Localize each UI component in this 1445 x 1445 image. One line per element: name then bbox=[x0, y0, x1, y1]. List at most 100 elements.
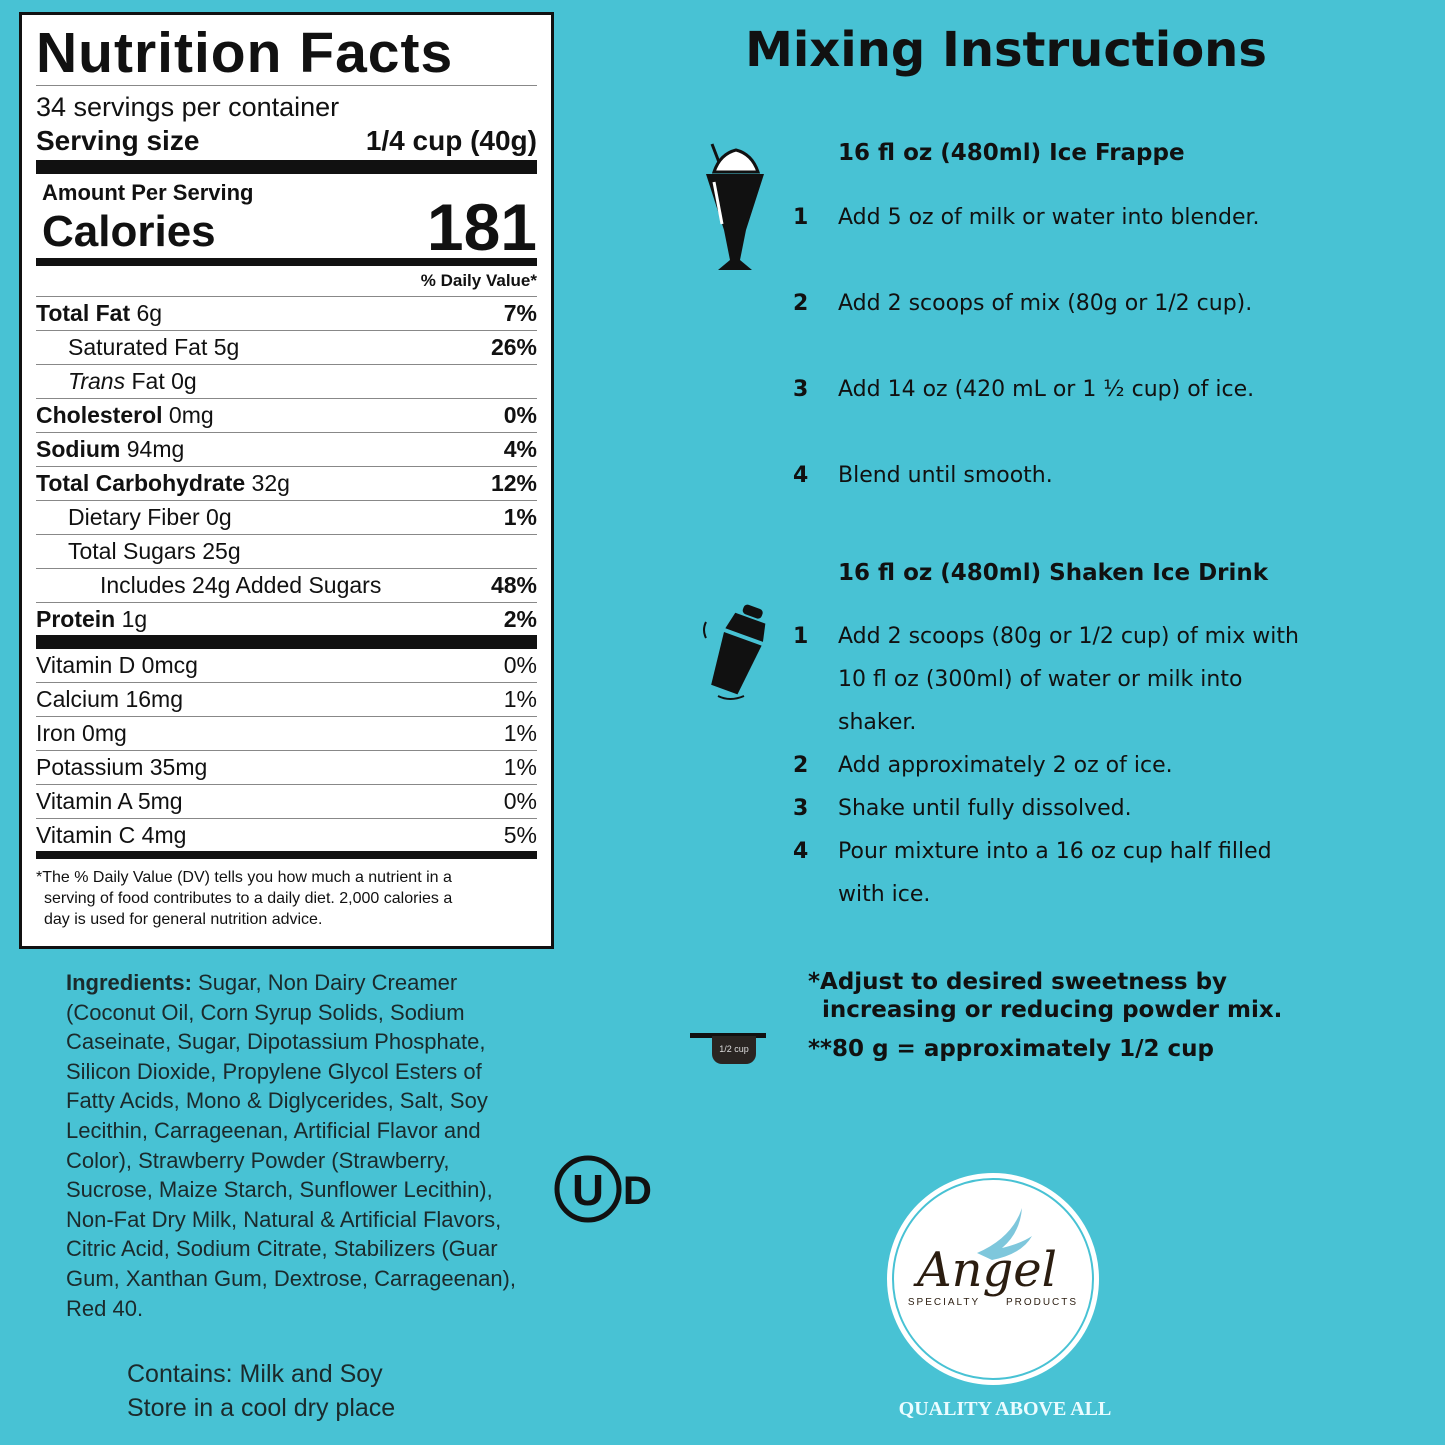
nutrient-amount: 6g bbox=[130, 300, 163, 326]
nutrient-dv: 1% bbox=[503, 504, 537, 530]
ingredients: Ingredients: Sugar, Non Dairy Creamer (C… bbox=[66, 968, 536, 1323]
step-text: Add approximately 2 oz of ice. bbox=[838, 753, 1173, 778]
svg-text:U: U bbox=[572, 1166, 604, 1215]
step-text: Add 2 scoops of mix (80g or 1/2 cup). bbox=[838, 291, 1253, 316]
vitamin-label: Potassium 35mg bbox=[36, 754, 208, 780]
nutrient-label: Protein 1g bbox=[36, 603, 147, 635]
nutrient-row: Protein 1g 2% bbox=[36, 603, 537, 649]
vitamin-label: Calcium 16mg bbox=[36, 686, 183, 712]
step-number: 2 bbox=[793, 291, 809, 316]
svg-text:SPECIALTY: SPECIALTY bbox=[908, 1297, 980, 1308]
nutrient-label: Total Sugars 25g bbox=[36, 535, 241, 568]
vitamin-dv: 1% bbox=[503, 686, 537, 712]
servings-per-container: 34 servings per container bbox=[36, 92, 340, 122]
instruction-step: 1 Add 2 scoops (80g or 1/2 cup) of mix wi… bbox=[793, 615, 1308, 744]
svg-text:Angel: Angel bbox=[913, 1242, 1057, 1298]
nutrient-row: Saturated Fat 5g 26% bbox=[36, 331, 537, 365]
daily-value-header: % Daily Value* bbox=[36, 266, 537, 297]
nutrient-row: Dietary Fiber 0g 1% bbox=[36, 501, 537, 535]
ingredients-label: Ingredients: bbox=[66, 970, 192, 995]
nutrient-name: Protein bbox=[36, 606, 116, 632]
vitamin-row: Calcium 16mg 1% bbox=[36, 683, 537, 717]
serving-size-label: Serving size bbox=[36, 125, 200, 156]
nutrient-dv: 26% bbox=[490, 334, 537, 360]
instruction-step: 4 Blend until smooth. bbox=[793, 454, 1308, 497]
serving-size: Serving size 1/4 cup (40g) bbox=[36, 124, 537, 174]
nutrient-amount: 32g bbox=[245, 470, 290, 496]
nutrient-name: Sodium bbox=[36, 436, 121, 462]
nutrient-dv: 4% bbox=[503, 436, 537, 462]
step-text: Add 5 oz of milk or water into blender. bbox=[838, 205, 1260, 230]
shaker-icon bbox=[703, 604, 766, 700]
instruction-step: 2 Add 2 scoops of mix (80g or 1/2 cup). bbox=[793, 282, 1308, 325]
nutrition-title: Nutrition Facts bbox=[36, 21, 537, 86]
step-text: Pour mixture into a 16 oz cup half fille… bbox=[838, 839, 1272, 907]
nutrient-label: Sodium 94mg bbox=[36, 433, 184, 466]
svg-text:D: D bbox=[623, 1169, 652, 1213]
nutrient-label: Trans Fat 0g bbox=[36, 365, 197, 398]
instruction-step: 3 Add 14 oz (420 mL or 1 ½ cup) of ice. bbox=[793, 368, 1308, 411]
storage-text: Store in a cool dry place bbox=[127, 1394, 396, 1422]
nutrient-label: Includes 24g Added Sugars bbox=[36, 569, 381, 602]
nutrient-amount: 0mg bbox=[162, 402, 214, 428]
footnote: *The % Daily Value (DV) tells you how mu… bbox=[36, 859, 537, 930]
step-number: 3 bbox=[793, 377, 809, 402]
vitamin-dv: 1% bbox=[503, 754, 537, 780]
nutrition-facts-panel: Nutrition Facts 34 servings per containe… bbox=[19, 12, 554, 949]
nutrient-amount: 1g bbox=[115, 606, 148, 632]
frappe-heading: 16 fl oz (480ml) Ice Frappe bbox=[838, 140, 1185, 166]
nutrient-amount: 94mg bbox=[120, 436, 185, 462]
nutrient-dv: 12% bbox=[490, 470, 537, 496]
vitamin-row: Potassium 35mg 1% bbox=[36, 751, 537, 785]
footnote-line: *The % Daily Value (DV) tells you how mu… bbox=[36, 869, 452, 886]
amount-per-serving: Amount Per Serving bbox=[42, 180, 254, 205]
nutrient-row: Total Fat 6g 7% bbox=[36, 297, 537, 331]
nutrient-label: Total Carbohydrate 32g bbox=[36, 467, 290, 500]
step-text: Add 14 oz (420 mL or 1 ½ cup) of ice. bbox=[838, 377, 1255, 402]
instruction-step: 2 Add approximately 2 oz of ice. bbox=[793, 744, 1308, 787]
nutrient-label: Saturated Fat 5g bbox=[36, 331, 239, 364]
calories-row: Calories 181 bbox=[36, 194, 537, 266]
nutrient-row: Total Sugars 25g bbox=[36, 535, 537, 569]
instruction-step: 3 Shake until fully dissolved. bbox=[793, 787, 1308, 830]
nutrient-row: Cholesterol 0mg 0% bbox=[36, 399, 537, 433]
step-number: 1 bbox=[793, 624, 809, 649]
serving-size-value: 1/4 cup (40g) bbox=[365, 125, 537, 156]
nutrient-row: Includes 24g Added Sugars 48% bbox=[36, 569, 537, 603]
cup-label: 1/2 cup bbox=[712, 1036, 756, 1064]
angel-brand-logo: Angel SPECIALTY PRODUCTS bbox=[887, 1173, 1099, 1385]
shaken-heading: 16 fl oz (480ml) Shaken Ice Drink bbox=[838, 560, 1269, 586]
nutrient-amount: Total Sugars 25g bbox=[68, 538, 241, 564]
vitamin-label: Iron 0mg bbox=[36, 720, 127, 746]
nutrient-dv: 2% bbox=[503, 606, 537, 632]
vitamin-dv: 0% bbox=[503, 652, 537, 678]
step-number: 4 bbox=[793, 463, 809, 488]
nutrient-label: Dietary Fiber 0g bbox=[36, 501, 232, 534]
vitamin-dv: 1% bbox=[503, 720, 537, 746]
vitamin-dv: 0% bbox=[503, 788, 537, 814]
step-text: Blend until smooth. bbox=[838, 463, 1053, 488]
nutrient-name: Cholesterol bbox=[36, 402, 163, 428]
measure-note: **80 g = approximately 1/2 cup bbox=[808, 1036, 1214, 1062]
vitamin-label: Vitamin D 0mcg bbox=[36, 652, 198, 678]
nutrient-row: Sodium 94mg 4% bbox=[36, 433, 537, 467]
vitamin-row: Vitamin A 5mg 0% bbox=[36, 785, 537, 819]
kosher-ud-logo: U D bbox=[554, 1155, 652, 1223]
measuring-cup-icon: 1/2 cup bbox=[690, 1033, 766, 1065]
allergen-storage: Contains: Milk and Soy Store in a cool d… bbox=[127, 1357, 395, 1425]
calories-label: Calories bbox=[42, 207, 216, 256]
nutrient-label: Total Fat 6g bbox=[36, 297, 162, 330]
nutrient-dv: 7% bbox=[503, 300, 537, 326]
step-number: 4 bbox=[793, 839, 809, 864]
nutrient-label: Cholesterol 0mg bbox=[36, 399, 214, 432]
step-text: Shake until fully dissolved. bbox=[838, 796, 1132, 821]
vitamin-row: Iron 0mg 1% bbox=[36, 717, 537, 751]
nutrient-row: Total Carbohydrate 32g 12% bbox=[36, 467, 537, 501]
vitamin-label: Vitamin A 5mg bbox=[36, 788, 183, 814]
footnote-line: day is used for general nutrition advice… bbox=[44, 911, 323, 928]
nutrient-row: Trans Fat 0g bbox=[36, 365, 537, 399]
vitamin-label: Vitamin C 4mg bbox=[36, 822, 187, 848]
vitamin-row: Vitamin D 0mcg 0% bbox=[36, 649, 537, 683]
footnote-line: serving of food contributes to a daily d… bbox=[44, 890, 453, 907]
note-line: increasing or reducing powder mix. bbox=[822, 997, 1283, 1023]
